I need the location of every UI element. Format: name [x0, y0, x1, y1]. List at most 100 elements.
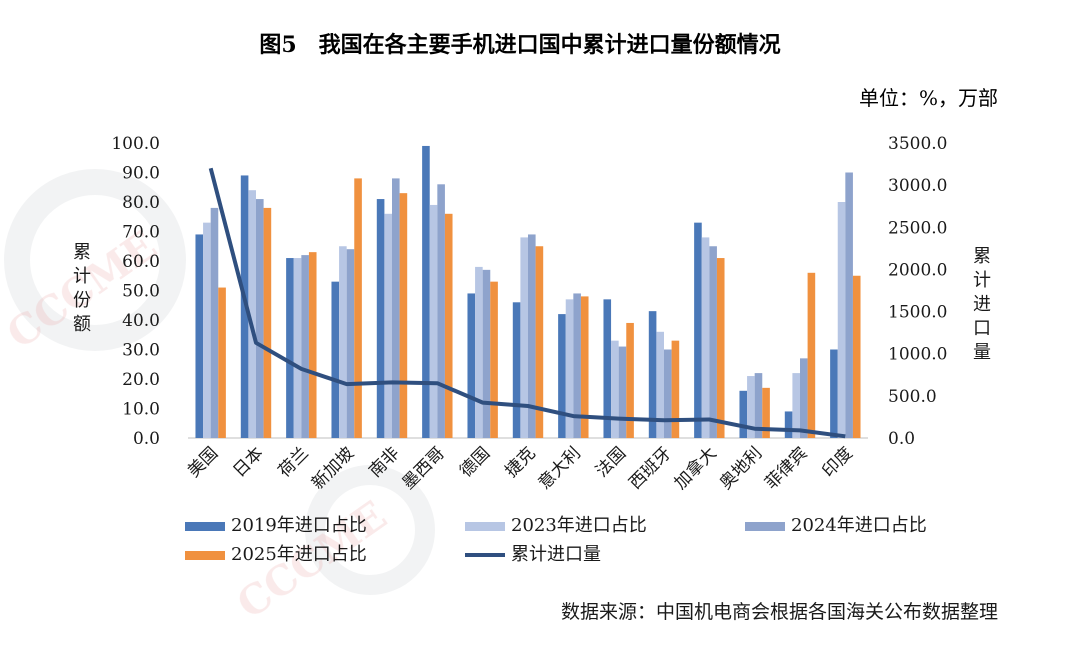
bar — [648, 311, 657, 438]
x-category-label: 荷兰 — [275, 443, 313, 481]
x-category-label: 菲律宾 — [761, 443, 811, 493]
bar — [792, 373, 800, 438]
bar — [535, 246, 544, 438]
bar — [701, 237, 710, 438]
bar — [248, 190, 256, 438]
axis-label-char: 额 — [73, 314, 91, 335]
x-category-label: 德国 — [456, 443, 494, 481]
bar — [308, 252, 317, 438]
bar — [203, 222, 211, 438]
legend-swatch — [185, 551, 225, 560]
legend-label: 2023年进口占比 — [511, 515, 647, 536]
legend-label: 2019年进口占比 — [231, 515, 367, 536]
legend: 2019年进口占比 2023年进口占比 2024年进口占比 2025年进口占比 累计进口… — [185, 515, 927, 565]
bar — [580, 296, 589, 438]
bar — [444, 213, 453, 438]
bar — [429, 204, 438, 438]
y-right-tick-label: 500.0 — [888, 387, 937, 407]
bar — [762, 387, 770, 438]
bar — [603, 299, 612, 438]
bar — [671, 340, 680, 438]
y-left-tick-label: 10.0 — [122, 400, 160, 420]
axis-label-char: 累 — [973, 246, 991, 267]
bar — [784, 411, 793, 438]
line-path — [208, 167, 846, 439]
bar — [573, 293, 581, 438]
axis-label-char: 进 — [973, 294, 991, 315]
x-category-label: 意大利 — [535, 443, 585, 493]
bar — [664, 349, 672, 438]
x-category-label: 墨西哥 — [399, 443, 449, 493]
y-left-tick-label: 60.0 — [122, 252, 160, 272]
bar — [286, 258, 294, 438]
y-left-tick-label: 80.0 — [122, 193, 160, 213]
bar — [293, 258, 302, 438]
bar — [354, 178, 362, 438]
x-category-label: 法国 — [592, 443, 630, 481]
axis-label-char: 累 — [73, 242, 91, 263]
x-category-label: 加拿大 — [670, 443, 721, 494]
bar — [210, 207, 219, 438]
x-category-label: 西班牙 — [625, 443, 675, 493]
axis-label-char: 量 — [973, 342, 991, 363]
y-left-tick-label: 30.0 — [122, 341, 160, 361]
legend-label: 2024年进口占比 — [791, 515, 927, 536]
y-left-tick-label: 20.0 — [122, 370, 160, 390]
bar — [384, 213, 392, 438]
y-right-tick-label: 2500.0 — [888, 218, 947, 238]
bar — [422, 145, 430, 438]
unit-note: 单位：%，万部 — [859, 86, 998, 110]
x-category-label: 奥地利 — [716, 443, 766, 493]
axis-label-char: 份 — [73, 290, 91, 311]
bar — [263, 207, 272, 438]
bar — [558, 314, 566, 438]
bars — [195, 145, 861, 438]
chart-title: 图5 我国在各主要手机进口国中累计进口量份额情况 — [259, 32, 780, 58]
bar — [800, 358, 808, 438]
bar — [392, 178, 400, 438]
bar — [626, 322, 634, 438]
axis-label-char: 计 — [73, 266, 91, 287]
y-axis-right-ticks: 0.0 500.0 1000.0 1500.0 2000.0 2500.0 3000.0 35… — [888, 134, 947, 449]
legend-label: 2025年进口占比 — [231, 544, 367, 565]
y-right-tick-label: 1000.0 — [888, 345, 947, 365]
bar — [339, 246, 347, 438]
axis-label-char: 口 — [973, 318, 991, 339]
y-axis-right-label: 累计进口量 — [973, 246, 991, 363]
y-left-tick-label: 40.0 — [122, 311, 160, 331]
legend-swatch — [185, 522, 225, 531]
x-category-label: 美国 — [184, 443, 222, 481]
bar — [520, 237, 528, 438]
bar — [845, 172, 853, 438]
bar — [837, 202, 846, 438]
y-right-tick-label: 0.0 — [888, 429, 915, 449]
y-left-tick-label: 90.0 — [122, 164, 160, 184]
bar — [709, 246, 717, 438]
y-axis-left-ticks: 0.0 10.0 20.0 30.0 40.0 50.0 60.0 70.0 80.0 90.0 1… — [111, 134, 160, 449]
bar — [754, 373, 763, 438]
bar — [437, 184, 445, 438]
bar — [490, 281, 498, 438]
x-category-label: 印度 — [819, 443, 857, 481]
bar — [218, 287, 226, 438]
bar — [346, 249, 355, 438]
bar — [256, 199, 264, 438]
bar — [467, 293, 476, 438]
bar — [399, 193, 408, 438]
source-note: 数据来源：中国机电商会根据各国海关公布数据整理 — [561, 601, 998, 623]
y-right-tick-label: 1500.0 — [888, 303, 947, 323]
bar — [528, 234, 536, 438]
bar — [301, 255, 309, 438]
bar — [565, 299, 574, 438]
bar — [716, 258, 725, 438]
bar — [376, 199, 385, 438]
bar — [739, 390, 748, 438]
bar — [656, 331, 664, 438]
bar — [830, 349, 838, 438]
x-category-label: 捷克 — [501, 443, 539, 481]
bar — [618, 346, 627, 438]
axis-label-char: 计 — [973, 270, 991, 291]
bar — [482, 269, 491, 438]
